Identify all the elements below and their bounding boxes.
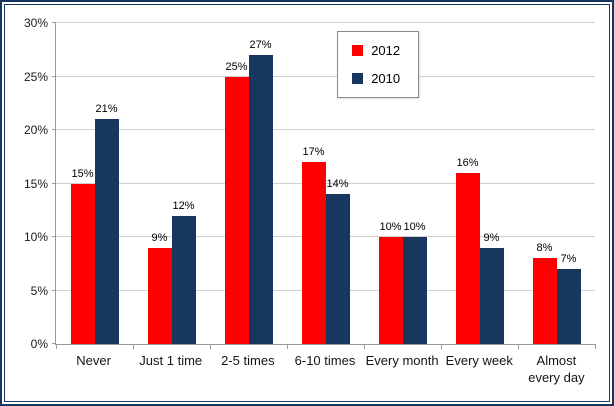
bar-2010: 27%	[248, 39, 273, 344]
bar-data-label: 12%	[172, 199, 195, 212]
y-tick-label: 15%	[23, 176, 48, 191]
bar-chart: 0% 5% 10% 15% 20% 25% 30% 15% 21% 9% 12% 25% 27% 17% 1…	[5, 5, 609, 401]
x-tick-mark	[56, 344, 57, 349]
gridline	[56, 129, 595, 130]
bar-data-label: 7%	[560, 253, 577, 266]
bar-groups: 15% 21% 9% 12% 25% 27% 17% 14% 10% 10% 16% 9% 8% 7%	[56, 23, 595, 344]
bar-2012: 10%	[378, 221, 403, 344]
x-tick-mark	[518, 344, 519, 349]
bar-2012: 8%	[532, 242, 557, 344]
legend-label: 2010	[371, 70, 401, 86]
x-category-label: 2-5 times	[221, 353, 275, 368]
x-category-label: Almost every day	[528, 353, 585, 385]
x-tick-mark	[364, 344, 365, 349]
y-tick-mark	[52, 289, 56, 291]
bar-data-label: 21%	[95, 103, 118, 116]
bar-2012: 17%	[301, 146, 326, 344]
x-tick-mark	[133, 344, 134, 349]
x-axis-labels: Never Just 1 time 2-5 times 6-10 times Every…	[55, 353, 595, 387]
x-tick-mark	[210, 344, 211, 349]
y-tick-label: 30%	[23, 16, 48, 30]
y-tick-label: 10%	[23, 230, 48, 244]
bar-2010: 21%	[94, 103, 119, 344]
legend-swatch-2012	[352, 44, 364, 56]
x-category-label: Never	[76, 353, 111, 368]
gridline	[56, 182, 595, 184]
y-tick-mark	[52, 343, 56, 344]
bar-data-label: 9%	[483, 231, 500, 244]
bar-data-label: 16%	[456, 156, 479, 169]
bar-data-label: 9%	[151, 231, 168, 244]
y-tick-label: 0%	[30, 337, 48, 351]
bar-2012: 25%	[224, 61, 249, 344]
y-tick-mark	[52, 22, 56, 23]
gridline	[56, 22, 595, 23]
y-tick-mark	[52, 182, 56, 184]
x-category-label: Just 1 time	[139, 353, 203, 368]
gridline	[56, 75, 595, 77]
x-category-label: 6-10 times	[294, 353, 356, 368]
legend-item-2010: 2010	[352, 71, 400, 86]
bar-data-label: 17%	[302, 146, 325, 159]
bar-2010: 9%	[479, 232, 504, 344]
y-tick-label: 5%	[30, 283, 48, 298]
bar-2010: 12%	[171, 200, 196, 344]
bar-group: 9% 12%	[133, 23, 210, 344]
y-tick-label: 25%	[23, 69, 48, 84]
bar-group: 15% 21%	[56, 23, 133, 344]
plot-area: 0% 5% 10% 15% 20% 25% 30% 15% 21% 9% 12% 25% 27% 17% 1…	[24, 16, 596, 351]
bar-2010: 10%	[402, 221, 427, 344]
bar-data-label: 10%	[403, 221, 426, 233]
chart-inner-frame: 0% 5% 10% 15% 20% 25% 30% 15% 21% 9% 12% 25% 27% 17% 1…	[4, 4, 610, 402]
bar-2012: 9%	[147, 232, 172, 344]
y-tick-mark	[52, 129, 56, 130]
x-category-label: Every month	[365, 353, 439, 368]
bar-2010: 14%	[325, 178, 350, 344]
legend-swatch-2010	[352, 72, 364, 84]
x-category-label: Every week	[445, 353, 513, 368]
bar-group: 10% 10%	[364, 23, 441, 344]
bar-data-label: 25%	[225, 60, 248, 73]
x-tick-mark	[287, 344, 288, 349]
bar-data-label: 15%	[71, 167, 94, 180]
bar-group: 8% 7%	[518, 23, 595, 344]
bar-data-label: 27%	[249, 39, 272, 52]
legend-label: 2012	[371, 42, 401, 58]
y-tick-mark	[52, 75, 56, 77]
bar-data-label: 10%	[379, 221, 402, 233]
bar-2012: 15%	[70, 168, 95, 344]
y-tick-mark	[52, 236, 56, 237]
bar-2010: 7%	[556, 253, 581, 344]
bar-group: 17% 14%	[287, 23, 364, 344]
legend: 2012 2010	[337, 30, 420, 98]
y-tick-label: 20%	[23, 123, 48, 137]
bar-data-label: 8%	[536, 242, 553, 255]
bar-2012: 16%	[455, 157, 480, 344]
x-tick-mark	[441, 344, 442, 349]
bar-group: 16% 9%	[441, 23, 518, 344]
bar-data-label: 14%	[326, 178, 349, 191]
legend-item-2012: 2012	[352, 43, 400, 58]
bar-group: 25% 27%	[210, 23, 287, 344]
x-tick-mark	[595, 344, 596, 349]
